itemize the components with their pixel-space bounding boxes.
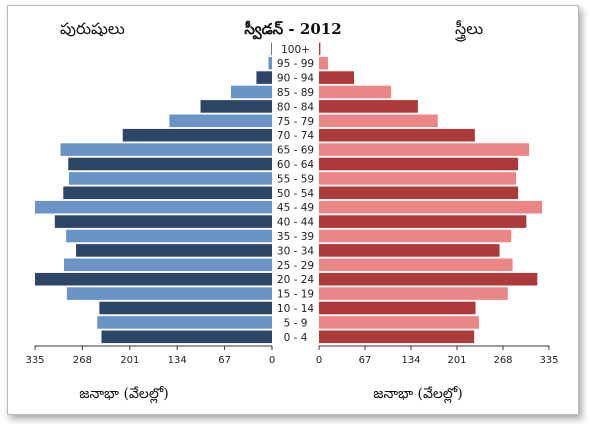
age-group-label: 95 - 99 — [277, 58, 314, 70]
male-bar — [99, 301, 272, 315]
right-tick-label: 67 — [359, 355, 372, 366]
female-bar — [319, 143, 530, 156]
age-group-label: 5 - 9 — [284, 317, 308, 329]
male-bar — [122, 128, 272, 142]
female-bar — [319, 316, 479, 329]
age-group-label: 90 - 94 — [277, 73, 315, 85]
male-bar — [256, 71, 272, 84]
female-bar — [319, 244, 500, 257]
left-tick-label: 335 — [25, 355, 44, 366]
female-bar — [319, 56, 328, 70]
age-group-label: 60 - 64 — [277, 159, 315, 171]
female-bar — [319, 272, 538, 286]
age-labels-group: 0 - 4 5 - 9 10 - 14 15 - 19 20 - 24 25 - 29 30… — [277, 44, 315, 344]
male-bar — [200, 100, 272, 113]
left-tick-label: 134 — [168, 355, 187, 366]
age-group-label: 65 - 69 — [277, 145, 314, 157]
chart-title: స్వీడన్ - 2012 — [244, 20, 341, 40]
female-bar — [319, 85, 392, 99]
female-bar — [319, 114, 438, 128]
age-group-label: 70 - 74 — [277, 130, 315, 142]
male-bar — [268, 56, 272, 70]
right-x-axis-label: జనాభా (వేలల్లో) — [373, 386, 462, 404]
male-bar — [54, 215, 272, 228]
female-bar — [319, 128, 475, 142]
female-bar — [319, 172, 517, 185]
female-bar — [319, 200, 543, 214]
left-x-axis-label: జనాభా (వేలల్లో) — [79, 386, 168, 404]
right-tick-label: 335 — [539, 355, 558, 366]
age-group-label: 20 - 24 — [277, 274, 315, 286]
male-bar — [169, 114, 272, 128]
age-group-label: 100+ — [281, 44, 310, 56]
left-tick-label: 268 — [73, 355, 92, 366]
female-bar — [319, 258, 513, 272]
age-group-label: 75 - 79 — [277, 116, 314, 128]
female-bar — [319, 229, 512, 243]
female-bar — [319, 157, 519, 171]
age-group-label: 40 - 44 — [277, 217, 315, 229]
male-bar — [76, 244, 272, 257]
male-bar — [64, 258, 272, 272]
male-bar — [35, 200, 272, 214]
female-bar — [319, 71, 355, 84]
male-bar — [66, 287, 272, 300]
right-bars-group — [319, 42, 543, 344]
male-bar — [230, 85, 272, 99]
right-tick-label: 0 — [316, 355, 322, 366]
right-tick-label: 268 — [493, 355, 512, 366]
population-pyramid-chart: పురుషులు స్వీడన్ - 2012 స్త్రీలు 0 - 4 5 … — [25, 19, 559, 404]
male-bar — [63, 186, 272, 200]
left-tick-label: 201 — [120, 355, 139, 366]
age-group-label: 30 - 34 — [277, 245, 315, 257]
age-group-label: 85 - 89 — [277, 87, 314, 99]
female-bar — [319, 301, 476, 315]
chart-frame: పురుషులు స్వీడన్ - 2012 స్త్రీలు 0 - 4 5 … — [7, 5, 579, 415]
age-group-label: 55 - 59 — [277, 173, 314, 185]
right-tick-label: 201 — [447, 355, 466, 366]
right-tick-label: 134 — [401, 355, 420, 366]
left-tick-label: 67 — [218, 355, 231, 366]
male-bar — [97, 316, 272, 329]
male-bar — [68, 157, 272, 171]
age-group-label: 10 - 14 — [277, 303, 315, 315]
male-bar — [60, 143, 272, 156]
age-group-label: 45 - 49 — [277, 202, 314, 214]
left-bars-group — [35, 42, 272, 344]
age-group-label: 80 - 84 — [277, 101, 315, 113]
female-bar — [319, 215, 527, 228]
male-bar — [271, 42, 272, 56]
left-tick-label: 0 — [269, 355, 275, 366]
age-group-label: 0 - 4 — [284, 332, 308, 344]
age-group-label: 25 - 29 — [277, 260, 314, 272]
age-group-label: 15 - 19 — [277, 289, 314, 301]
female-bar — [319, 100, 418, 113]
male-bar — [35, 272, 272, 286]
male-bar — [101, 330, 272, 344]
female-bar — [319, 42, 321, 56]
female-bar — [319, 287, 508, 300]
right-header: స్త్రీలు — [454, 19, 483, 42]
axes-group: 335 335 268 268 201 201 134 134 67 67 0 0 — [25, 345, 559, 366]
male-bar — [66, 229, 272, 243]
age-group-label: 35 - 39 — [277, 231, 314, 243]
female-bar — [319, 186, 519, 200]
female-bar — [319, 330, 475, 344]
left-header: పురుషులు — [60, 19, 125, 38]
male-bar — [68, 172, 272, 185]
age-group-label: 50 - 54 — [277, 188, 315, 200]
